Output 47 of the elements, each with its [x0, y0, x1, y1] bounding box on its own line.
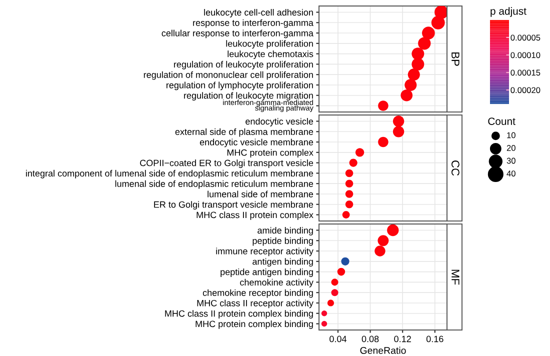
- y-tick-label: cellular response to interferon-gamma: [162, 30, 314, 38]
- y-tick-label: response to interferon-gamma: [193, 19, 314, 28]
- x-tick-label: 0.04: [330, 336, 346, 342]
- y-tick-label: leukocyte proliferation: [226, 40, 313, 49]
- y-tick-label: MHC class II protein complex: [196, 211, 314, 220]
- y-tick-label: regulation of lymphocyte proliferation: [166, 82, 313, 90]
- color-bar-label: 0.00010: [510, 52, 540, 58]
- y-tick-label: integral component of lumenal side of endoplasmic reticulum membrane: [26, 170, 314, 178]
- x-tick-label: 0.12: [394, 336, 411, 342]
- y-tick-label: regulation of mononuclear cell proliferation: [144, 71, 313, 80]
- y-tick-label: regulation of leukocyte migration: [184, 92, 313, 101]
- y-tick-label: antigen binding: [252, 258, 313, 267]
- y-tick-label: amide binding: [258, 226, 313, 236]
- color-bar-label: 0.00005: [510, 34, 540, 41]
- y-tick-label: external side of plasma membrane: [175, 128, 314, 137]
- legend-label: 30: [506, 158, 516, 164]
- y-tick-label: MHC protein complex: [227, 149, 314, 158]
- y-tick-label: endocytic vesicle: [246, 118, 314, 126]
- text: BP: [452, 52, 460, 66]
- y-tick-label: leukocyte chemotaxis: [228, 50, 314, 59]
- y-tick-label: leukocyte cell-cell adhesion: [204, 8, 313, 18]
- color-bar-label: 0.00015: [510, 70, 540, 76]
- color-bar-title: p adjust: [490, 7, 526, 17]
- legend-label: 20: [506, 145, 516, 151]
- y-tick-label: immune receptor activity: [216, 248, 314, 256]
- y-tick-label: regulation of leukocyte proliferation: [174, 60, 313, 70]
- legend-label: 10: [507, 132, 516, 138]
- x-tick-label: 0.16: [426, 336, 444, 342]
- y-tick-label: peptide binding: [252, 237, 313, 246]
- y-tick-label: ER to Golgi transport vesicle membrane: [154, 201, 314, 210]
- y-tick-label: MHC protein complex binding: [196, 320, 313, 329]
- y-tick-label: lumenal side of endoplasmic reticulum membrane: [115, 180, 314, 189]
- y-tick-label: chemokine receptor binding: [202, 289, 313, 298]
- y-tick-label: MHC class II protein complex binding: [165, 310, 313, 319]
- y-tick-label: MHC class II receptor activity: [197, 300, 314, 308]
- color-bar-label: 0.00020: [510, 87, 540, 94]
- y-tick-label: chemokine activity: [240, 278, 314, 288]
- text: MF: [452, 270, 460, 285]
- x-axis-title: GeneRatio: [360, 346, 406, 354]
- y-tick-label: COPII−coated ER to Golgi transport vesicle: [140, 160, 314, 168]
- legend-label: 40: [506, 170, 516, 176]
- y-tick-label: endocytic vesicle membrane: [200, 138, 314, 148]
- legend-title: Count: [488, 118, 516, 125]
- x-tick-label: 0.08: [362, 336, 379, 342]
- y-tick-label: lumenal side of membrane: [208, 190, 314, 198]
- text: CC: [452, 160, 460, 176]
- y-tick-label: peptide antigen binding: [220, 268, 313, 277]
